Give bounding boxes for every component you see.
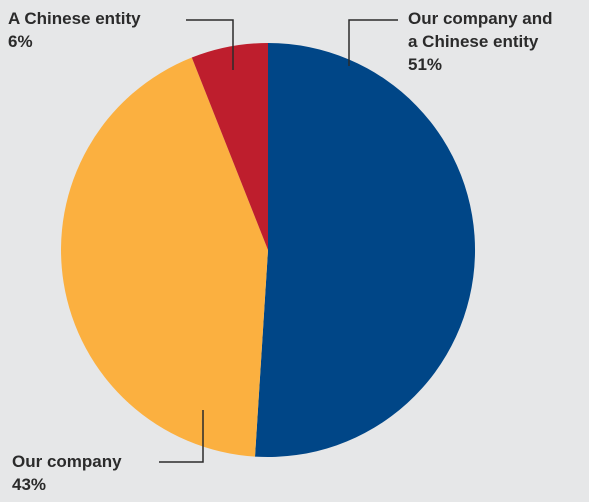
pie-slices	[61, 43, 476, 457]
pie-slice-our-company-and-a-chinese-entity	[255, 43, 476, 457]
leader-line-our-company	[159, 410, 204, 463]
slice-value-a-chinese-entity: 6%	[8, 32, 33, 51]
slice-value-our-company-and-a-chinese-entity: 51%	[408, 55, 442, 74]
pie-slice-our-company	[61, 57, 269, 457]
slice-label-a-chinese-entity: A Chinese entity	[8, 9, 141, 28]
slice-label-our-company-and-a-chinese-entity: a Chinese entity	[408, 32, 539, 51]
slice-label-our-company-and-a-chinese-entity: Our company and	[408, 9, 553, 28]
leader-line-our-company-and-a-chinese-entity	[348, 19, 398, 66]
pie-slice-a-chinese-entity	[191, 43, 268, 250]
slice-label-our-company: Our company	[12, 452, 122, 471]
leader-lines	[159, 19, 398, 463]
slice-value-our-company: 43%	[12, 475, 46, 494]
leader-line-a-chinese-entity	[186, 19, 234, 70]
slice-labels: Our company and a Chinese entity 51% Our co…	[8, 9, 553, 494]
